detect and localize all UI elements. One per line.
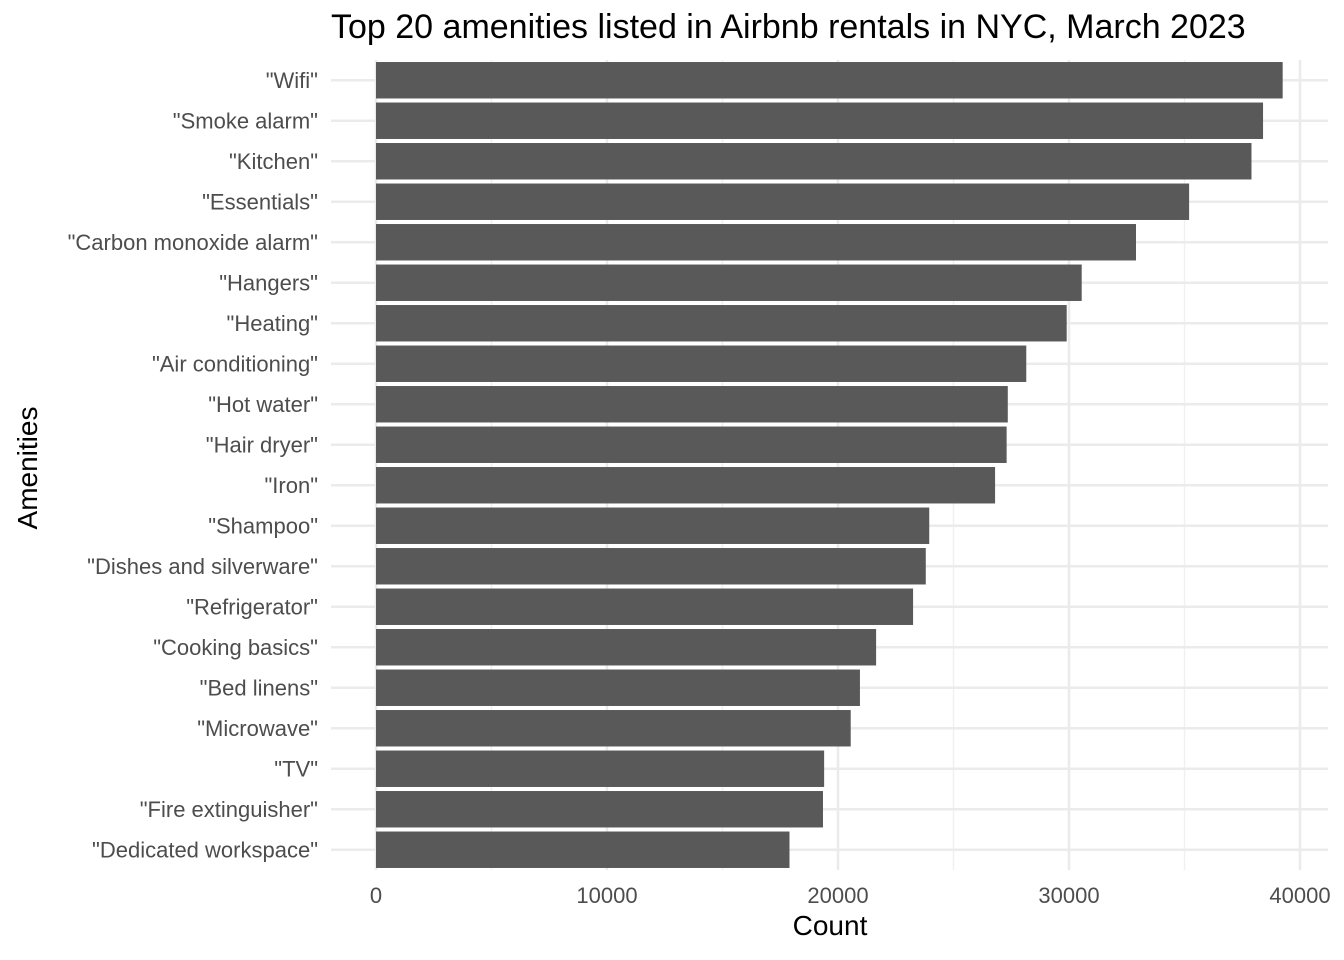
bar [376, 831, 790, 868]
category-tick-label: "Air conditioning" [152, 351, 318, 376]
category-tick-label: "Shampoo" [208, 513, 318, 538]
bar [376, 102, 1264, 139]
y-axis-title: Amenities [12, 406, 43, 530]
category-tick-label: "Hangers" [219, 270, 318, 295]
category-tick-label: "Wifi" [266, 68, 318, 93]
category-tick-label: "TV" [274, 756, 318, 781]
category-tick-label: "Hot water" [208, 392, 318, 417]
bar [376, 629, 877, 666]
bar [376, 669, 860, 706]
category-tick-label: "Fire extinguisher" [140, 797, 318, 822]
x-tick-label: 30000 [1038, 883, 1099, 908]
category-tick-label: "Bed linens" [200, 675, 318, 700]
bar [376, 264, 1082, 301]
category-tick-label: "Refrigerator" [186, 594, 318, 619]
category-tick-label: "Essentials" [202, 189, 318, 214]
category-tick-label: "Kitchen" [229, 149, 318, 174]
bar [376, 143, 1252, 180]
bar [376, 426, 1007, 463]
bar [376, 467, 996, 504]
chart-title: Top 20 amenities listed in Airbnb rental… [331, 8, 1246, 46]
bar [376, 588, 914, 625]
x-tick-label: 40000 [1269, 883, 1330, 908]
category-tick-label: "Cooking basics" [153, 635, 318, 660]
bar [376, 386, 1008, 423]
bar [376, 710, 851, 747]
bar [376, 750, 825, 787]
category-tick-label: "Carbon monoxide alarm" [68, 230, 318, 255]
category-tick-label: "Iron" [264, 473, 318, 498]
category-tick-label: "Heating" [227, 311, 318, 336]
x-axis-title: Count [792, 910, 868, 941]
category-tick-label: "Dishes and silverware" [87, 554, 318, 579]
category-tick-label: "Microwave" [197, 716, 318, 741]
bar [376, 305, 1067, 342]
bar [376, 345, 1027, 382]
x-tick-label: 0 [370, 883, 382, 908]
bar [376, 507, 930, 544]
x-tick-label: 10000 [576, 883, 637, 908]
x-tick-label: 20000 [807, 883, 868, 908]
bar [376, 548, 926, 585]
bar [376, 183, 1190, 220]
bar [376, 62, 1283, 99]
bar [376, 224, 1136, 261]
bar [376, 791, 823, 828]
category-tick-label: "Hair dryer" [206, 432, 318, 457]
category-tick-label: "Smoke alarm" [173, 108, 318, 133]
category-tick-label: "Dedicated workspace" [92, 837, 318, 862]
